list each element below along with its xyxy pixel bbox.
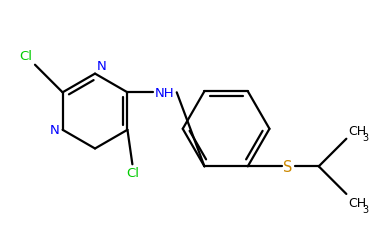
Text: S: S	[283, 159, 292, 174]
Text: 3: 3	[362, 204, 368, 214]
Text: CH: CH	[348, 124, 367, 137]
Text: N: N	[97, 59, 107, 72]
Text: Cl: Cl	[19, 49, 32, 63]
Text: N: N	[50, 124, 60, 137]
Text: CH: CH	[348, 196, 367, 209]
Text: 3: 3	[362, 132, 368, 142]
Text: Cl: Cl	[126, 166, 139, 180]
Text: NH: NH	[155, 86, 175, 99]
